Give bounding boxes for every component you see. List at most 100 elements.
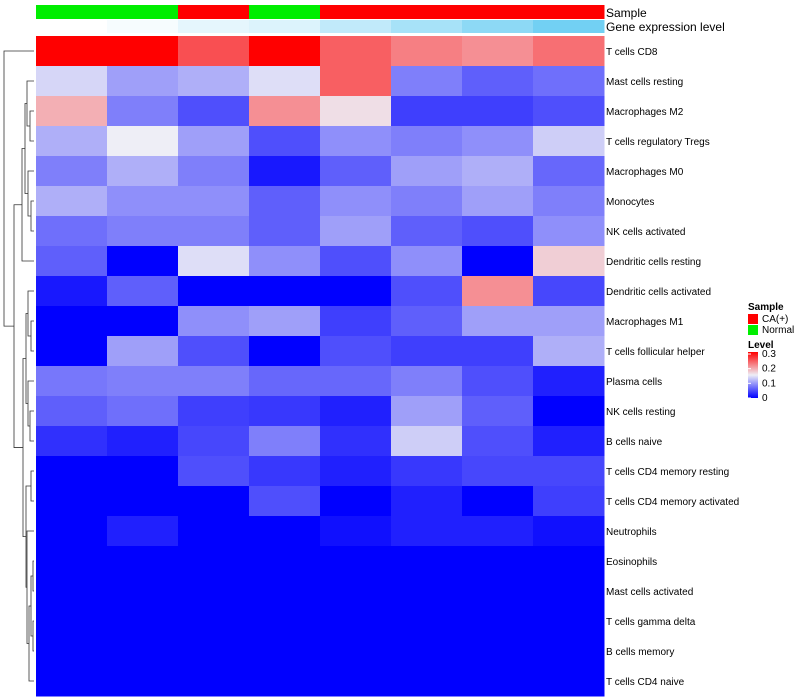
heatmap-cell xyxy=(107,216,179,247)
heatmap-cell xyxy=(533,246,605,277)
heatmap-cell xyxy=(36,516,108,547)
heatmap-cell xyxy=(107,246,179,277)
heatmap-cell xyxy=(36,366,108,397)
heatmap-cell xyxy=(36,576,108,607)
legend: Sample Level CA(+)Normal 0.3 0.2 0.1 0 xyxy=(748,302,794,404)
heatmap-cell xyxy=(36,396,108,427)
heatmap-cell xyxy=(36,276,108,307)
row-label: NK cells resting xyxy=(606,407,675,418)
heatmap-cell xyxy=(462,486,534,517)
heatmap-cell xyxy=(320,366,392,397)
heatmap-cell xyxy=(533,486,605,517)
heatmap-cell xyxy=(249,516,321,547)
heatmap-cell xyxy=(249,576,321,607)
heatmap-cell xyxy=(320,666,392,697)
heatmap-cell xyxy=(249,366,321,397)
heatmap-cell xyxy=(107,66,179,97)
dendrogram-branch xyxy=(24,103,28,194)
heatmap-cell xyxy=(533,396,605,427)
row-label: T cells follicular helper xyxy=(606,347,705,358)
heatmap-cell xyxy=(36,666,108,697)
heatmap-cell xyxy=(320,606,392,637)
row-label: B cells naive xyxy=(606,437,663,448)
heatmap-cell xyxy=(533,606,605,637)
heatmap-cell xyxy=(178,96,250,127)
heatmap-cell xyxy=(107,126,179,157)
heatmap-cell xyxy=(249,156,321,187)
heatmap-cell xyxy=(533,456,605,487)
heatmap-cell xyxy=(533,36,605,67)
heatmap-cell xyxy=(533,666,605,697)
row-label: Plasma cells xyxy=(606,377,662,388)
heatmap-cell xyxy=(107,156,179,187)
row-label: Macrophages M1 xyxy=(606,317,684,328)
heatmap-cell xyxy=(249,486,321,517)
heatmap-cell xyxy=(320,126,392,157)
heatmap-cell xyxy=(107,546,179,577)
heatmap-cell xyxy=(36,216,108,247)
heatmap-cell xyxy=(36,156,108,187)
heatmap-cell xyxy=(107,516,179,547)
heatmap-cell xyxy=(36,426,108,457)
heatmap-cell xyxy=(178,546,250,577)
row-label: Mast cells activated xyxy=(606,587,693,598)
heatmap-cell xyxy=(391,96,463,127)
row-label: T cells CD8 xyxy=(606,47,658,58)
heatmap-cell xyxy=(36,336,108,367)
heatmap-cell xyxy=(391,636,463,667)
heatmap-cell xyxy=(391,606,463,637)
heatmap-cell xyxy=(249,306,321,337)
heatmap-cell xyxy=(533,306,605,337)
sample-annotation-cell xyxy=(36,5,108,19)
heatmap-cell xyxy=(462,426,534,457)
heatmap-cell xyxy=(178,486,250,517)
heatmap-cell xyxy=(462,306,534,337)
row-label: B cells memory xyxy=(606,647,674,658)
heatmap-cell xyxy=(462,546,534,577)
dendrogram-branch xyxy=(29,110,34,142)
heatmap-cell xyxy=(36,36,108,67)
dendrogram-branch xyxy=(32,560,34,592)
heatmap-cell xyxy=(249,276,321,307)
row-label: Mast cells resting xyxy=(606,77,683,88)
heatmap-cell xyxy=(178,396,250,427)
row-label: Neutrophils xyxy=(606,527,657,538)
dendrogram-branch xyxy=(27,380,34,427)
heatmap-cell xyxy=(36,96,108,127)
heatmap-cell xyxy=(462,156,534,187)
heatmap-cell xyxy=(107,396,179,427)
dendrogram-branch xyxy=(22,358,26,538)
heatmap-cell xyxy=(320,96,392,127)
row-label: T cells regulatory Tregs xyxy=(606,137,710,148)
legend-swatch-ca xyxy=(748,314,758,324)
heatmap-cell xyxy=(391,516,463,547)
heatmap-cell xyxy=(391,336,463,367)
row-label: NK cells activated xyxy=(606,227,685,238)
gene-expression-annotation-cell xyxy=(320,20,392,33)
heatmap-cell xyxy=(36,456,108,487)
heatmap-cell xyxy=(107,36,179,67)
heatmap-cell xyxy=(107,666,179,697)
heatmap-cell xyxy=(178,66,250,97)
sample-annotation-cell xyxy=(462,5,534,19)
heatmap-cell xyxy=(107,426,179,457)
sample-annotation-cell xyxy=(391,5,463,19)
heatmap-cell xyxy=(249,126,321,157)
heatmap-cell xyxy=(391,186,463,217)
heatmap-cell xyxy=(462,246,534,277)
heatmap-cell xyxy=(391,306,463,337)
heatmap-cell xyxy=(178,606,250,637)
heatmap-cell xyxy=(249,546,321,577)
heatmap-cell xyxy=(249,96,321,127)
heatmap-cell xyxy=(249,36,321,67)
heatmap-cell xyxy=(320,426,392,457)
heatmap-cell xyxy=(36,246,108,277)
gene-expression-annotation-label: Gene expression level xyxy=(606,20,725,34)
heatmap-cell xyxy=(320,306,392,337)
heatmap-cell xyxy=(391,126,463,157)
sample-annotation-cell xyxy=(107,5,179,19)
heatmap-cell xyxy=(533,96,605,127)
heatmap-cell xyxy=(107,456,179,487)
heatmap-cell xyxy=(391,156,463,187)
level-tick-label: 0.2 xyxy=(762,364,776,375)
